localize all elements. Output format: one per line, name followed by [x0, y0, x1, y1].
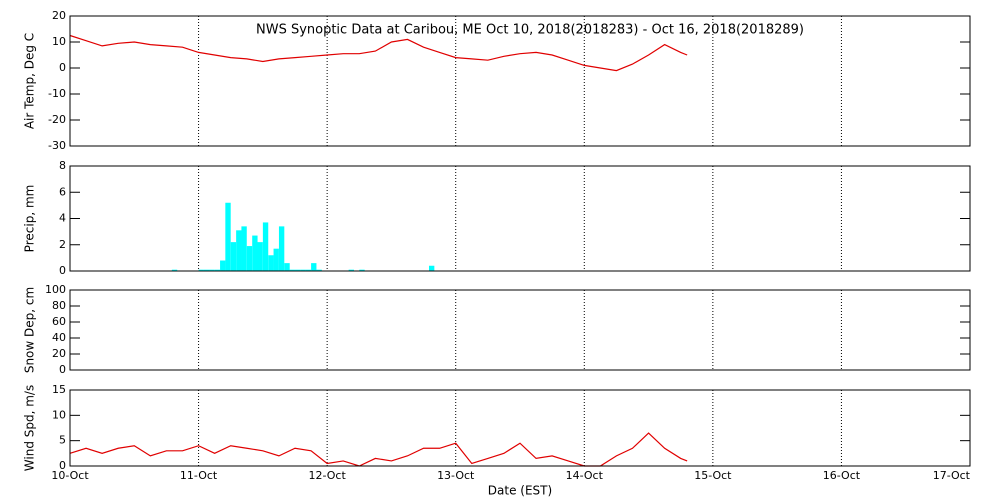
bar	[203, 269, 210, 271]
x-tick-label: 12-Oct	[308, 469, 346, 482]
y-tick-label: 10	[52, 408, 66, 421]
bar	[305, 269, 312, 271]
panel-frame	[69, 389, 971, 467]
x-tick-label: 14-Oct	[566, 469, 604, 482]
y-tick-label: 0	[59, 264, 66, 277]
y-tick-label: 4	[59, 212, 66, 225]
bar	[278, 226, 285, 271]
y-tick-label: 5	[59, 434, 66, 447]
bar	[214, 269, 221, 271]
y-tick-label: 20	[52, 9, 66, 22]
panel-frame	[69, 165, 971, 272]
y-axis-label: Snow Dep, cm	[23, 287, 37, 373]
bar	[359, 269, 365, 271]
x-tick-label: 16-Oct	[823, 469, 861, 482]
bar	[241, 226, 247, 271]
y-tick-label: 8	[59, 159, 66, 172]
y-axis-label: Air Temp, Deg C	[23, 33, 37, 129]
y-tick-label: 10	[52, 35, 66, 48]
y-tick-label: 0	[59, 363, 66, 376]
bar	[348, 269, 354, 271]
x-tick-label: 13-Oct	[437, 469, 475, 482]
y-tick-label: -30	[48, 139, 66, 152]
chart-title: NWS Synoptic Data at Caribou, ME Oct 10,…	[256, 23, 804, 38]
data-line	[69, 34, 688, 72]
panel-frame	[69, 289, 971, 371]
bar	[428, 265, 435, 271]
x-axis-label: Date (EST)	[488, 484, 552, 498]
bar	[225, 202, 231, 271]
bar	[295, 269, 301, 271]
y-tick-label: -10	[48, 87, 66, 100]
x-tick-label: 15-Oct	[694, 469, 732, 482]
y-tick-label: 2	[59, 238, 66, 251]
y-tick-label: 100	[45, 283, 66, 296]
bar	[236, 230, 242, 271]
y-axis-label: Wind Spd, m/s	[23, 385, 37, 471]
bar	[284, 263, 290, 271]
y-tick-label: -20	[48, 113, 66, 126]
panel-frame	[69, 15, 971, 147]
y-tick-label: 60	[52, 315, 66, 328]
y-tick-label: 80	[52, 299, 66, 312]
y-tick-label: 0	[59, 459, 66, 472]
bar	[316, 269, 322, 271]
bar	[220, 260, 226, 271]
bar	[257, 242, 263, 271]
bar	[268, 255, 274, 271]
bar	[311, 263, 317, 271]
bar	[198, 269, 204, 271]
x-tick-label: 10-Oct	[51, 469, 89, 482]
bar	[300, 269, 306, 271]
bar	[289, 269, 295, 271]
y-tick-label: 6	[59, 185, 66, 198]
y-tick-label: 0	[59, 61, 66, 74]
y-axis-label: Precip, mm	[23, 185, 37, 253]
y-tick-label: 40	[52, 331, 66, 344]
bar	[262, 222, 269, 271]
bar	[209, 269, 215, 271]
bar	[171, 269, 178, 271]
y-tick-label: 20	[52, 347, 66, 360]
bar	[252, 235, 258, 271]
x-tick-label: 11-Oct	[180, 469, 218, 482]
bar	[246, 246, 253, 271]
bar	[273, 248, 279, 271]
bar	[230, 242, 237, 271]
y-tick-label: 15	[52, 383, 66, 396]
x-tick-label: 17-Oct	[933, 469, 971, 482]
